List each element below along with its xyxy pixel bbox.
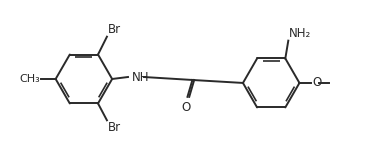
Text: Br: Br [108,121,121,134]
Text: Br: Br [108,23,121,36]
Text: NH: NH [132,71,149,84]
Text: CH₃: CH₃ [19,74,40,84]
Text: O: O [182,101,191,114]
Text: NH₂: NH₂ [289,27,311,40]
Text: O: O [312,76,322,89]
